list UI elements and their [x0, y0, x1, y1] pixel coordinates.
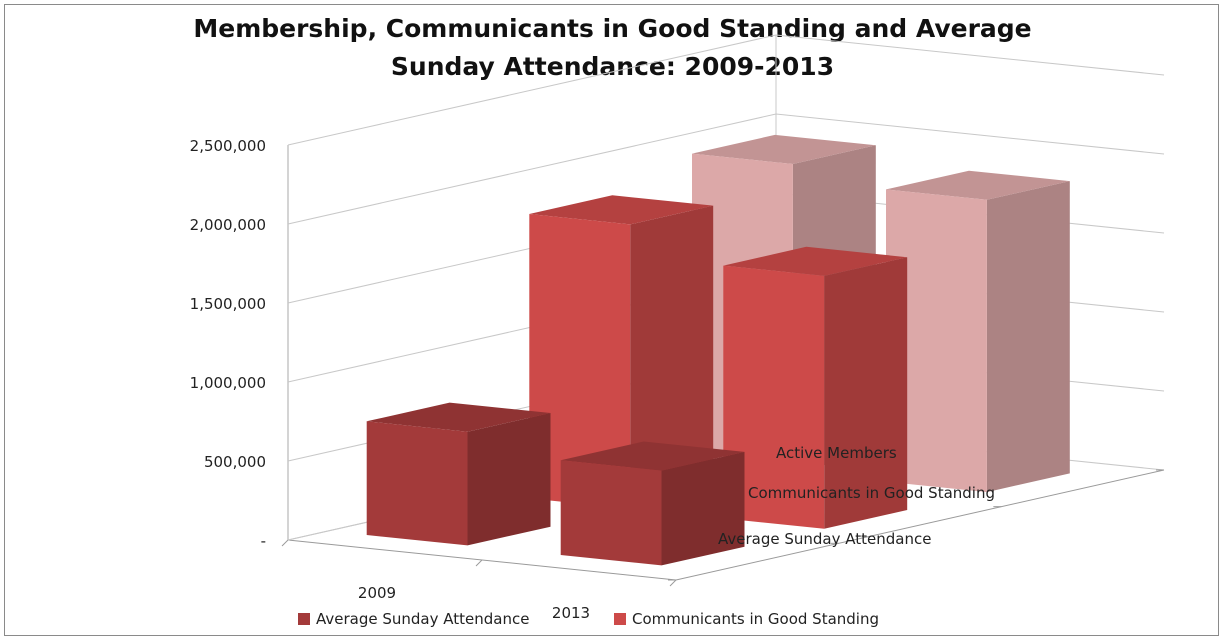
y-tick-label: 1,500,000 [190, 295, 266, 313]
bar-side-face [630, 205, 714, 509]
bar-side-face [661, 451, 745, 566]
bar-front-face [560, 460, 662, 566]
category-tick [475, 559, 483, 567]
bar-top-face [366, 402, 551, 432]
axis-labels: - 500,000 1,000,000 1,500,000 2,000,000 2,500… [190, 137, 995, 622]
bar-top-face [886, 170, 1070, 200]
bar-communicants-in-good-standing-2009 [529, 195, 714, 509]
bar-side-face [467, 413, 551, 546]
bar-side-face [986, 181, 1070, 493]
legend-swatch [614, 613, 626, 625]
gridline [287, 34, 1165, 146]
depth-label: Active Members [776, 444, 897, 462]
category-tick [669, 579, 677, 587]
depth-label: Communicants in Good Standing [748, 484, 995, 502]
bar-top-face [692, 134, 876, 164]
chart-title-line-2: Sunday Attendance: 2009-2013 [390, 52, 835, 81]
bars [366, 134, 1070, 566]
bar-top-face [560, 441, 745, 471]
gridline [287, 113, 1165, 225]
y-tick-label: 2,500,000 [190, 137, 266, 155]
y-tick-label: 1,000,000 [190, 374, 266, 392]
category-label: 2009 [358, 584, 396, 602]
legend-swatch [298, 613, 310, 625]
bar-top-face [529, 195, 714, 225]
bar-top-face [723, 246, 908, 276]
bar-front-face [366, 421, 468, 546]
category-label: 2013 [552, 604, 590, 622]
depth-label: Average Sunday Attendance [718, 530, 931, 548]
bar-average-sunday-attendance-2013 [560, 441, 745, 566]
y-tick-label: 2,000,000 [190, 216, 266, 234]
axes [281, 469, 1164, 587]
bar-front-face [723, 265, 825, 529]
y-tick-label: 500,000 [204, 453, 266, 471]
bar-communicants-in-good-standing-2013 [723, 246, 908, 529]
bar-side-face [824, 257, 908, 529]
legend-label: Communicants in Good Standing [632, 610, 879, 628]
bar-active-members-2013 [886, 170, 1070, 493]
y-tick-label: - [261, 532, 266, 550]
legend: Average Sunday Attendance Communicants in… [298, 610, 879, 628]
chart-title-line-1: Membership, Communicants in Good Standin… [193, 14, 1032, 43]
legend-label: Average Sunday Attendance [316, 610, 529, 628]
bar-front-face [529, 214, 631, 509]
category-tick [281, 539, 289, 547]
bar-average-sunday-attendance-2009 [366, 402, 551, 546]
bar-front-face [886, 189, 987, 493]
